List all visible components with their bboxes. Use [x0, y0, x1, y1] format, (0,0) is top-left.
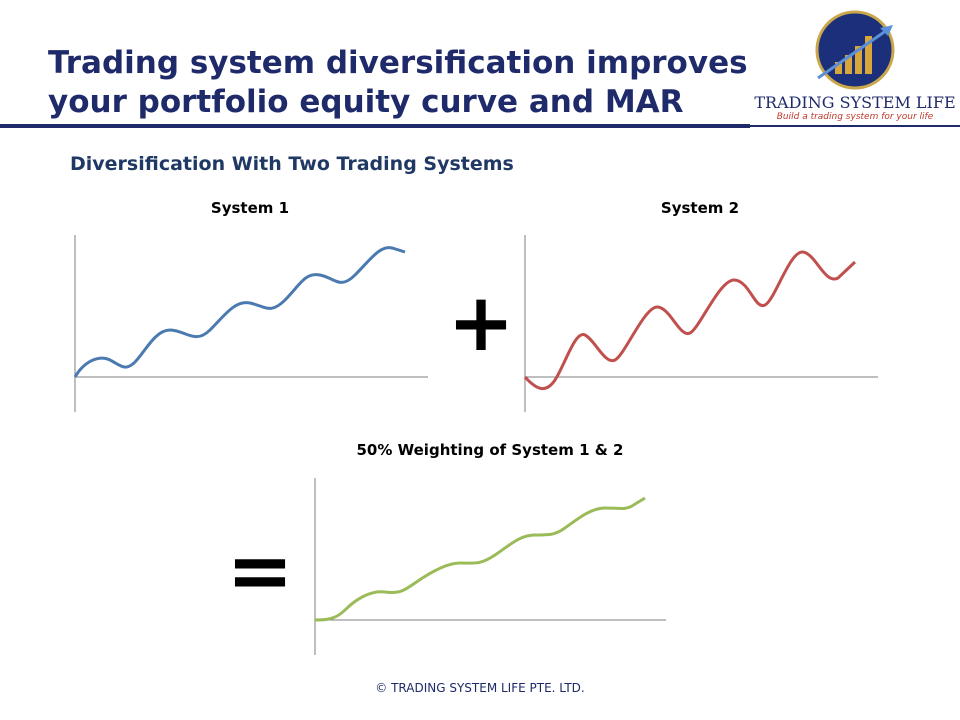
equity-curve	[523, 250, 857, 391]
panel-label: 50% Weighting of System 1 & 2	[357, 441, 624, 459]
title-line: Trading system diversification improves	[48, 45, 748, 81]
logo: Trading System Life Build a trading syst…	[754, 10, 956, 122]
equity-curve	[314, 496, 646, 622]
panel-label: System 1	[211, 199, 289, 217]
logo-tagline: Build a trading system for your life	[777, 112, 934, 122]
equals-sign: =	[226, 524, 293, 617]
logo-name: Trading System Life	[754, 93, 955, 112]
footer: © TRADING SYSTEM LIFE PTE. LTD.	[375, 681, 584, 695]
title-line: your portfolio equity curve and MAR	[48, 84, 684, 120]
equity-curve	[73, 246, 406, 378]
subtitle: Diversification With Two Trading Systems	[70, 153, 514, 175]
panel-label: System 2	[661, 199, 739, 217]
title-rule	[0, 124, 750, 128]
title-rule-thin	[750, 125, 960, 127]
plus-sign: +	[447, 276, 514, 369]
